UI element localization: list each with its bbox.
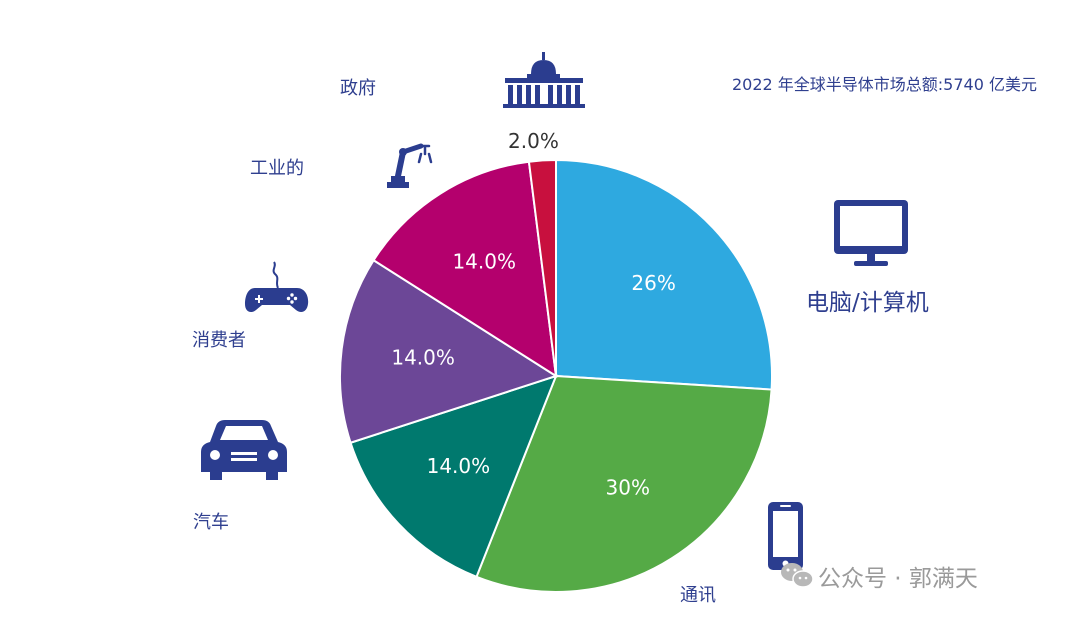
pie-slice-industrial [372, 160, 558, 378]
pie-slice-government [527, 158, 557, 377]
robot-arm-icon [387, 143, 433, 188]
wechat-icon [781, 563, 814, 588]
slice-value-label-industrial: 14.0% [452, 249, 516, 273]
category-label-consumer: 消费者 [192, 330, 246, 351]
watermark: 公众号 · 郭满天 [781, 563, 978, 592]
pie-slice-computer [555, 158, 773, 391]
category-label-industrial: 工业的 [250, 158, 304, 179]
car-icon [201, 420, 287, 480]
slice-value-label-government: 2.0% [508, 129, 559, 153]
watermark-text: 公众号 · 郭满天 [818, 566, 978, 592]
pie-slices [339, 158, 773, 593]
monitor-icon [834, 200, 908, 266]
slice-value-label-communication: 30% [606, 476, 650, 500]
category-label-government: 政府 [340, 78, 376, 99]
pie-slice-consumer [339, 258, 559, 445]
category-label-computer: 电脑/计算机 [806, 290, 929, 316]
slice-value-label-consumer: 14.0% [391, 346, 455, 370]
pie-value-labels: 26% 30% 14.0% 14.0% 14.0% 2.0% [391, 129, 675, 500]
slice-value-label-computer: 26% [631, 271, 675, 295]
capitol-building-icon [503, 52, 585, 108]
gamepad-icon [245, 261, 309, 312]
category-label-communication: 通讯 [680, 585, 716, 606]
pie-slice-communication [475, 374, 773, 593]
slice-value-label-automotive: 14.0% [427, 454, 491, 478]
chart-title: 2022 年全球半导体市场总额:5740 亿美元 [732, 75, 1037, 94]
smartphone-icon [768, 502, 803, 570]
category-label-automotive: 汽车 [193, 512, 229, 533]
